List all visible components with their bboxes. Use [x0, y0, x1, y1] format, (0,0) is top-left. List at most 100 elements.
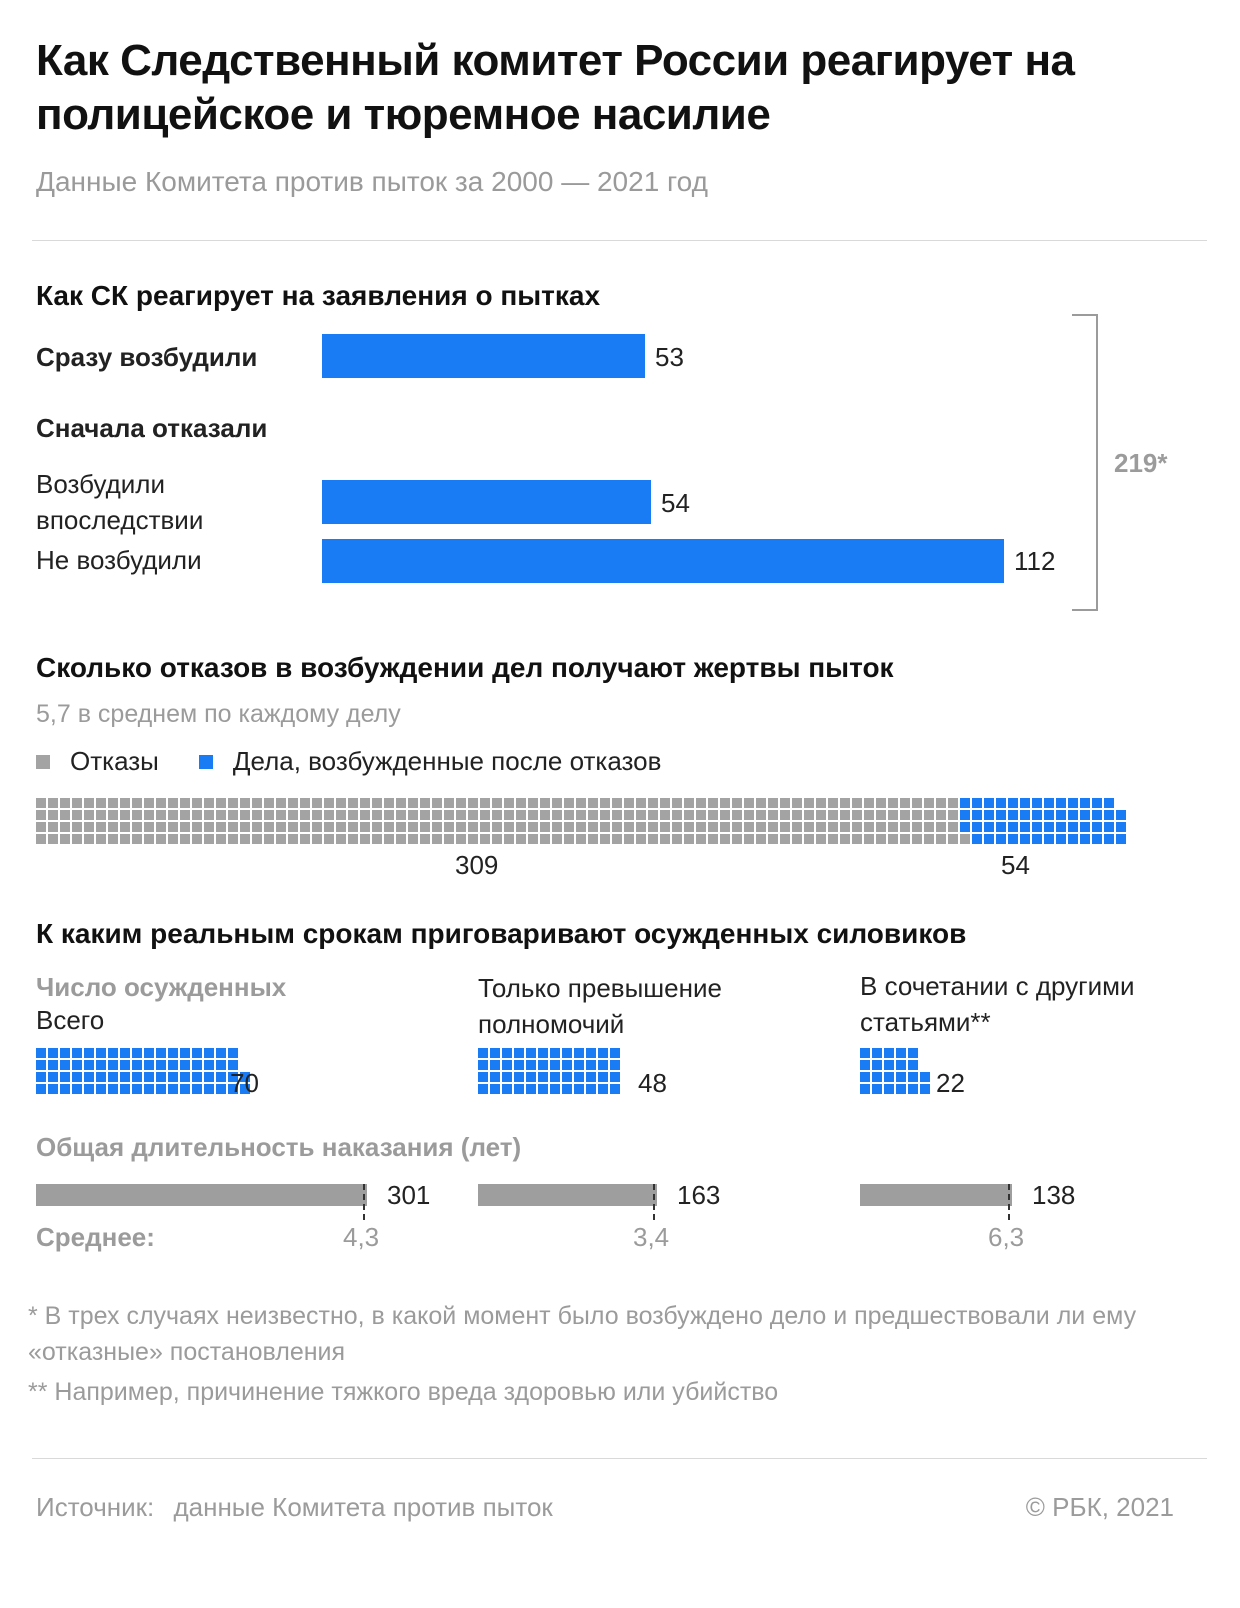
refusal-square	[264, 822, 274, 832]
refusal-square	[156, 798, 166, 808]
refusal-square	[816, 822, 826, 832]
refusal-square	[576, 798, 586, 808]
refusal-square	[264, 834, 274, 844]
refusal-square	[636, 810, 646, 820]
convicted-square	[896, 1072, 906, 1082]
refusal-square	[600, 810, 610, 820]
convicted-square	[120, 1084, 130, 1094]
refusal-square	[588, 810, 598, 820]
refusal-square	[132, 810, 142, 820]
convicted-square	[860, 1048, 870, 1058]
refusal-square	[900, 798, 910, 808]
case-square	[1056, 834, 1066, 844]
case-square	[1080, 834, 1090, 844]
refusal-square	[372, 810, 382, 820]
refusal-square	[48, 822, 58, 832]
refusal-square	[324, 810, 334, 820]
group-name-abuse: Только превышение полномочий	[478, 973, 722, 1039]
refusal-square	[276, 834, 286, 844]
case-square	[1092, 810, 1102, 820]
convicted-square	[598, 1072, 608, 1082]
case-square	[1116, 810, 1126, 820]
convicted-square	[216, 1072, 226, 1082]
convicted-square	[896, 1048, 906, 1058]
refusal-square	[948, 822, 958, 832]
refusal-square	[516, 822, 526, 832]
refusal-square	[804, 822, 814, 832]
legend-refusals-label: Отказы	[70, 746, 159, 776]
convicted-square	[514, 1048, 524, 1058]
refusal-square	[552, 834, 562, 844]
refusal-square	[348, 834, 358, 844]
refusal-square	[216, 810, 226, 820]
refusal-square	[780, 822, 790, 832]
convicted-square	[132, 1048, 142, 1058]
refusal-square	[756, 798, 766, 808]
refusal-square	[432, 834, 442, 844]
refusal-square	[312, 810, 322, 820]
convicted-square	[72, 1048, 82, 1058]
refusal-square	[84, 834, 94, 844]
refusal-square	[696, 798, 706, 808]
refusal-square	[96, 798, 106, 808]
refusal-square	[120, 834, 130, 844]
refusal-square	[48, 798, 58, 808]
refusal-square	[852, 798, 862, 808]
refusal-square	[468, 798, 478, 808]
refusal-square	[60, 798, 70, 808]
refusal-square	[708, 810, 718, 820]
case-square	[1008, 810, 1018, 820]
refusal-square	[936, 834, 946, 844]
refusal-square	[792, 810, 802, 820]
case-square	[972, 834, 982, 844]
average-marker-combined	[1008, 1184, 1010, 1220]
refusal-square	[900, 834, 910, 844]
convicted-square	[884, 1084, 894, 1094]
convicted-square	[168, 1084, 178, 1094]
refusal-square	[468, 834, 478, 844]
refusal-square	[468, 810, 478, 820]
refusal-square	[768, 810, 778, 820]
case-square	[996, 810, 1006, 820]
convicted-square	[192, 1072, 202, 1082]
convicted-square	[538, 1072, 548, 1082]
refusal-square	[192, 798, 202, 808]
refusal-square	[312, 834, 322, 844]
refusal-square	[828, 834, 838, 844]
convicted-square	[72, 1072, 82, 1082]
legend-cases-label: Дела, возбужденные после отказов	[232, 746, 662, 776]
refusal-square	[336, 822, 346, 832]
refusal-square	[72, 810, 82, 820]
refusal-square	[228, 810, 238, 820]
average-marker-all	[363, 1184, 365, 1220]
refusal-square	[744, 810, 754, 820]
refusal-square	[864, 822, 874, 832]
convicted-square	[502, 1060, 512, 1070]
bar-not	[322, 539, 1004, 583]
refusal-square	[288, 822, 298, 832]
average-value-all: 4,3	[343, 1222, 380, 1252]
refusal-square	[408, 822, 418, 832]
convicted-square	[574, 1084, 584, 1094]
refusal-square	[648, 834, 658, 844]
refusal-square	[840, 810, 850, 820]
convicted-square	[96, 1084, 106, 1094]
refusal-square	[180, 822, 190, 832]
case-square	[1056, 798, 1066, 808]
refusal-square	[204, 822, 214, 832]
group-label-refused: Сначала отказали	[36, 413, 268, 443]
refusal-square	[720, 834, 730, 844]
refusal-square	[384, 822, 394, 832]
refusal-square	[924, 822, 934, 832]
refusal-square	[564, 834, 574, 844]
refusal-square	[720, 810, 730, 820]
refusal-square	[528, 834, 538, 844]
refusal-square	[624, 822, 634, 832]
duration-value-abuse: 163	[677, 1180, 721, 1210]
refusal-square	[204, 834, 214, 844]
duration-value-all: 301	[387, 1180, 431, 1210]
chart-subtitle: Данные Комитета против пыток за 2000 — 2…	[36, 166, 708, 197]
refusal-square	[444, 798, 454, 808]
refusal-square	[84, 822, 94, 832]
refusal-square	[432, 822, 442, 832]
